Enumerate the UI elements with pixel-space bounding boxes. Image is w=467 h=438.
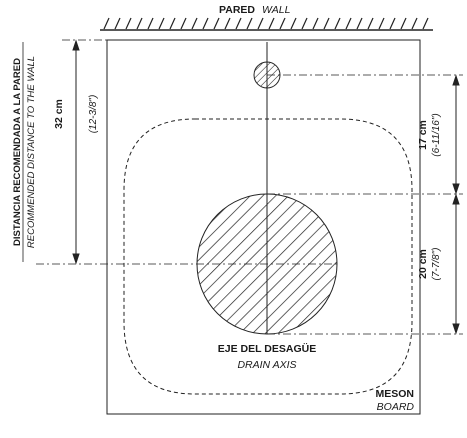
recommended-distance-label-en: RECOMMENDED DISTANCE TO THE WALL — [26, 56, 37, 248]
drain-axis-label-en: DRAIN AXIS — [237, 359, 296, 371]
dimension-32cm-imperial: (12-3/8") — [88, 95, 99, 134]
right-dimension-line — [452, 74, 460, 335]
left-dimension-line — [72, 39, 80, 265]
board-label: MESON — [375, 388, 414, 400]
board-outline — [106, 39, 421, 415]
wall-hatching — [103, 17, 429, 30]
dimension-32cm: 32 cm — [53, 99, 65, 129]
dimension-17cm: 17 cm — [417, 120, 429, 150]
dimension-17cm-imperial: (6-11/16") — [431, 113, 442, 156]
drain-axis-label: EJE DEL DESAGÜE — [218, 342, 316, 355]
dimension-20cm: 20 cm — [417, 249, 429, 279]
wall-label: PARED — [219, 4, 255, 16]
basin-outline — [123, 118, 413, 395]
dimension-20cm-imperial: (7-7/8") — [431, 247, 442, 280]
recommended-distance-label: DISTANCIA RECOMENDADA A LA PARED — [12, 58, 23, 246]
board-label-en: BOARD — [377, 401, 415, 413]
reference-lines — [36, 39, 463, 335]
wall-label-en: WALL — [262, 4, 291, 16]
